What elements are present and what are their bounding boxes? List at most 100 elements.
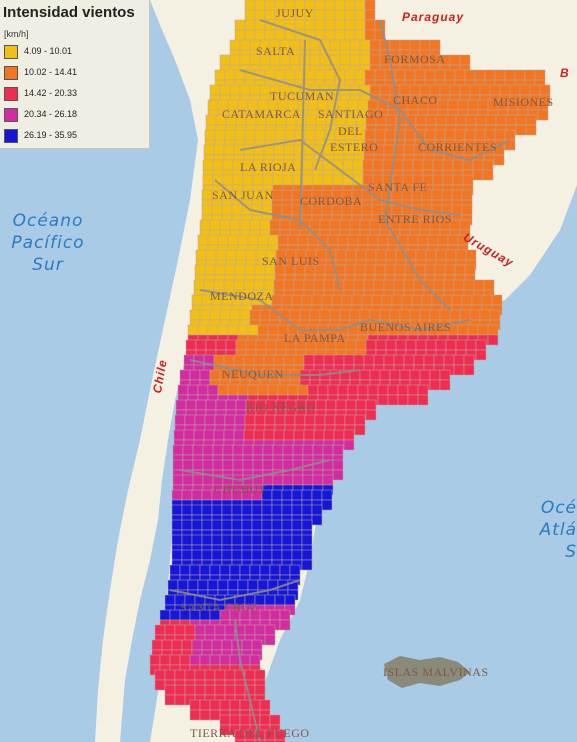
wind-cell bbox=[247, 234, 259, 246]
wind-cell bbox=[313, 279, 325, 291]
wind-cell bbox=[227, 234, 239, 246]
wind-cell bbox=[367, 384, 379, 396]
wind-cell bbox=[365, 399, 377, 411]
wind-cell bbox=[329, 219, 341, 231]
wind-cell bbox=[259, 309, 271, 321]
wind-cell bbox=[373, 279, 385, 291]
wind-cell bbox=[417, 394, 429, 406]
wind-cell bbox=[291, 489, 303, 501]
wind-cell bbox=[224, 684, 236, 696]
wind-cell bbox=[267, 384, 279, 396]
wind-cell bbox=[244, 129, 256, 141]
wind-cell bbox=[209, 309, 221, 321]
wind-cell bbox=[267, 324, 279, 336]
wind-grid bbox=[149, 0, 551, 742]
wind-cell bbox=[453, 279, 465, 291]
country-label-brazil: B bbox=[560, 66, 570, 80]
wind-cell bbox=[261, 519, 273, 531]
wind-cell bbox=[393, 354, 405, 366]
wind-cell bbox=[201, 204, 213, 216]
wind-cell bbox=[403, 354, 415, 366]
wind-cell bbox=[334, 29, 346, 41]
wind-cell bbox=[214, 624, 226, 636]
wind-cell bbox=[321, 499, 333, 511]
wind-cell bbox=[335, 399, 347, 411]
wind-cell bbox=[347, 234, 359, 246]
wind-cell bbox=[322, 474, 334, 486]
province-label-la-pampa: LA PAMPA bbox=[284, 331, 346, 345]
wind-cell bbox=[422, 159, 434, 171]
wind-cell bbox=[369, 309, 381, 321]
wind-cell bbox=[191, 294, 203, 306]
wind-cell bbox=[324, 69, 336, 81]
wind-cell bbox=[379, 369, 391, 381]
wind-cell bbox=[472, 169, 484, 181]
wind-cell bbox=[209, 564, 221, 576]
wind-cell bbox=[191, 639, 203, 651]
wind-cell bbox=[164, 684, 176, 696]
wind-cell bbox=[214, 684, 226, 696]
wind-cell bbox=[314, 414, 326, 426]
wind-cell bbox=[354, 19, 366, 31]
wind-cell bbox=[264, 9, 276, 21]
province-label-catamarca: CATAMARCA bbox=[222, 107, 301, 121]
wind-cell bbox=[475, 114, 487, 126]
wind-cell bbox=[251, 549, 263, 561]
wind-cell bbox=[272, 444, 284, 456]
wind-cell bbox=[172, 474, 184, 486]
wind-cell bbox=[529, 84, 541, 96]
wind-cell bbox=[435, 339, 447, 351]
wind-cell bbox=[487, 324, 499, 336]
wind-cell bbox=[194, 684, 206, 696]
wind-cell bbox=[201, 519, 213, 531]
wind-cell bbox=[209, 369, 221, 381]
wind-cell bbox=[189, 564, 201, 576]
wind-cell bbox=[419, 369, 431, 381]
wind-cell bbox=[359, 219, 371, 231]
wind-cell bbox=[244, 739, 256, 742]
wind-cell bbox=[225, 399, 237, 411]
wind-cell bbox=[229, 699, 241, 711]
wind-cell bbox=[267, 234, 279, 246]
wind-cell bbox=[361, 204, 373, 216]
pacific-line: Océano bbox=[12, 211, 84, 231]
wind-cell bbox=[251, 519, 263, 531]
wind-cell bbox=[444, 264, 456, 276]
province-label-formosa: FORMOSA bbox=[384, 52, 446, 66]
wind-cell bbox=[453, 354, 465, 366]
wind-cell bbox=[354, 0, 366, 11]
wind-cell bbox=[339, 54, 351, 66]
wind-cell bbox=[361, 294, 373, 306]
wind-cell bbox=[231, 534, 243, 546]
wind-cell bbox=[384, 264, 396, 276]
wind-cell bbox=[283, 354, 295, 366]
wind-cell bbox=[201, 534, 213, 546]
wind-cell bbox=[259, 219, 271, 231]
wind-cell bbox=[221, 534, 233, 546]
wind-cell bbox=[515, 114, 527, 126]
wind-cell bbox=[254, 29, 266, 41]
wind-cell bbox=[211, 549, 223, 561]
wind-cell bbox=[302, 474, 314, 486]
wind-cell bbox=[279, 609, 291, 621]
wind-cell bbox=[439, 309, 451, 321]
wind-cell bbox=[424, 69, 436, 81]
wind-cell bbox=[314, 19, 326, 31]
wind-cell bbox=[257, 234, 269, 246]
wind-cell bbox=[447, 99, 459, 111]
wind-cell bbox=[249, 84, 261, 96]
wind-cell bbox=[175, 399, 187, 411]
wind-cell bbox=[214, 414, 226, 426]
map-legend: Intensidad vientos [km/h] 4.09 - 10.01 1… bbox=[0, 0, 150, 149]
wind-cell bbox=[279, 564, 291, 576]
wind-cell bbox=[174, 624, 186, 636]
wind-cell bbox=[505, 114, 517, 126]
wind-cell bbox=[289, 309, 301, 321]
wind-cell bbox=[297, 234, 309, 246]
wind-cell bbox=[213, 144, 225, 156]
wind-cell bbox=[524, 69, 536, 81]
wind-cell bbox=[194, 264, 206, 276]
wind-cell bbox=[459, 54, 471, 66]
wind-cell bbox=[495, 114, 507, 126]
wind-cell bbox=[353, 354, 365, 366]
